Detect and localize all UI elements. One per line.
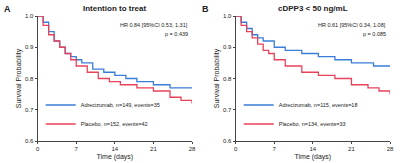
svg-text:0.8: 0.8 xyxy=(25,76,34,82)
svg-text:Placebo, n=152, events=42: Placebo, n=152, events=42 xyxy=(81,121,148,127)
svg-text:0.8: 0.8 xyxy=(223,76,232,82)
svg-text:0.7: 0.7 xyxy=(223,107,232,113)
svg-text:0: 0 xyxy=(36,146,40,152)
svg-text:14: 14 xyxy=(309,146,316,152)
svg-text:Survival Probability: Survival Probability xyxy=(213,48,221,108)
svg-text:1.0: 1.0 xyxy=(223,13,232,19)
svg-text:14: 14 xyxy=(111,146,118,152)
svg-text:28: 28 xyxy=(387,146,394,152)
svg-text:p = 0.085: p = 0.085 xyxy=(363,31,386,37)
svg-text:cDPP3 < 50 ng/mL: cDPP3 < 50 ng/mL xyxy=(278,4,348,13)
svg-text:0.7: 0.7 xyxy=(25,107,34,113)
svg-text:0.9: 0.9 xyxy=(223,44,232,50)
svg-text:Placebo, n=134, events=33: Placebo, n=134, events=33 xyxy=(279,121,346,127)
svg-text:Intention to treat: Intention to treat xyxy=(83,4,146,13)
svg-text:0.9: 0.9 xyxy=(25,44,34,50)
svg-text:Time (days): Time (days) xyxy=(294,153,331,161)
svg-text:Survival Probability: Survival Probability xyxy=(15,48,23,108)
svg-text:Time (days): Time (days) xyxy=(96,153,133,161)
svg-text:0: 0 xyxy=(234,146,238,152)
svg-text:7: 7 xyxy=(75,146,79,152)
svg-text:HR 0.84 [95%CI 0.53, 1.31]: HR 0.84 [95%CI 0.53, 1.31] xyxy=(120,22,188,28)
svg-text:A: A xyxy=(4,4,11,14)
svg-text:B: B xyxy=(202,4,209,14)
svg-text:Adrecizumab, n=149, events=35: Adrecizumab, n=149, events=35 xyxy=(81,102,160,108)
svg-text:1.0: 1.0 xyxy=(25,13,34,19)
svg-text:21: 21 xyxy=(150,146,157,152)
svg-text:0.6: 0.6 xyxy=(223,138,232,144)
svg-text:p = 0.439: p = 0.439 xyxy=(165,31,188,37)
svg-text:28: 28 xyxy=(189,146,196,152)
svg-text:21: 21 xyxy=(348,146,355,152)
svg-text:0.6: 0.6 xyxy=(25,138,34,144)
svg-text:7: 7 xyxy=(273,146,277,152)
svg-text:HR 0.61 [95%CI 0.34, 1.08]: HR 0.61 [95%CI 0.34, 1.08] xyxy=(318,22,386,28)
svg-text:Adrecizumab, n=115, events=18: Adrecizumab, n=115, events=18 xyxy=(279,102,358,108)
